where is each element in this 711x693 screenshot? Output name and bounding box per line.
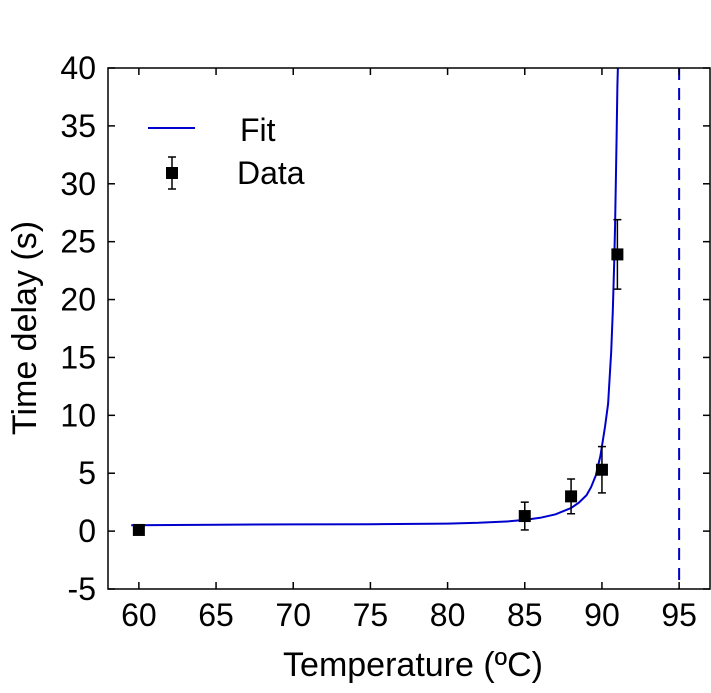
y-tick-label: 25 bbox=[60, 224, 96, 260]
data-point bbox=[611, 248, 624, 261]
x-tick-label: 90 bbox=[584, 597, 620, 633]
data-point bbox=[565, 490, 578, 503]
x-tick-label: 70 bbox=[275, 597, 311, 633]
x-tick-label: 65 bbox=[198, 597, 234, 633]
y-tick-label: 5 bbox=[78, 455, 96, 491]
y-tick-label: 0 bbox=[78, 513, 96, 549]
legend-fit-label: Fit bbox=[240, 112, 276, 148]
plot-frame bbox=[107, 67, 711, 590]
x-tick-label: 85 bbox=[507, 597, 543, 633]
x-tick-label: 60 bbox=[121, 597, 157, 633]
fit-curve bbox=[131, 68, 619, 527]
y-tick-label: 40 bbox=[60, 50, 96, 86]
x-axis-title: Temperature (ºC) bbox=[283, 646, 543, 684]
y-axis-title: Time delay (s) bbox=[6, 221, 44, 435]
y-tick-label: 30 bbox=[60, 166, 96, 202]
y-tick-label: 10 bbox=[60, 397, 96, 433]
x-tick-label: 75 bbox=[353, 597, 389, 633]
plot-marks bbox=[131, 68, 681, 589]
data-point bbox=[595, 463, 608, 476]
axis-ticks: 60 65 70 75 80 85 90 95 -5 0 5 10 15 20 25 30 35 40 bbox=[60, 50, 710, 633]
data-point bbox=[518, 510, 531, 523]
y-tick-label: 20 bbox=[60, 282, 96, 318]
y-tick-label: 35 bbox=[60, 108, 96, 144]
y-tick-label: 15 bbox=[60, 339, 96, 375]
y-tick-label: -5 bbox=[68, 571, 96, 607]
legend-data-label: Data bbox=[237, 155, 305, 191]
legend-data-swatch bbox=[166, 167, 178, 179]
x-tick-label: 95 bbox=[661, 597, 697, 633]
legend: Fit Data bbox=[148, 112, 305, 191]
data-point bbox=[132, 523, 145, 536]
x-tick-label: 80 bbox=[430, 597, 466, 633]
